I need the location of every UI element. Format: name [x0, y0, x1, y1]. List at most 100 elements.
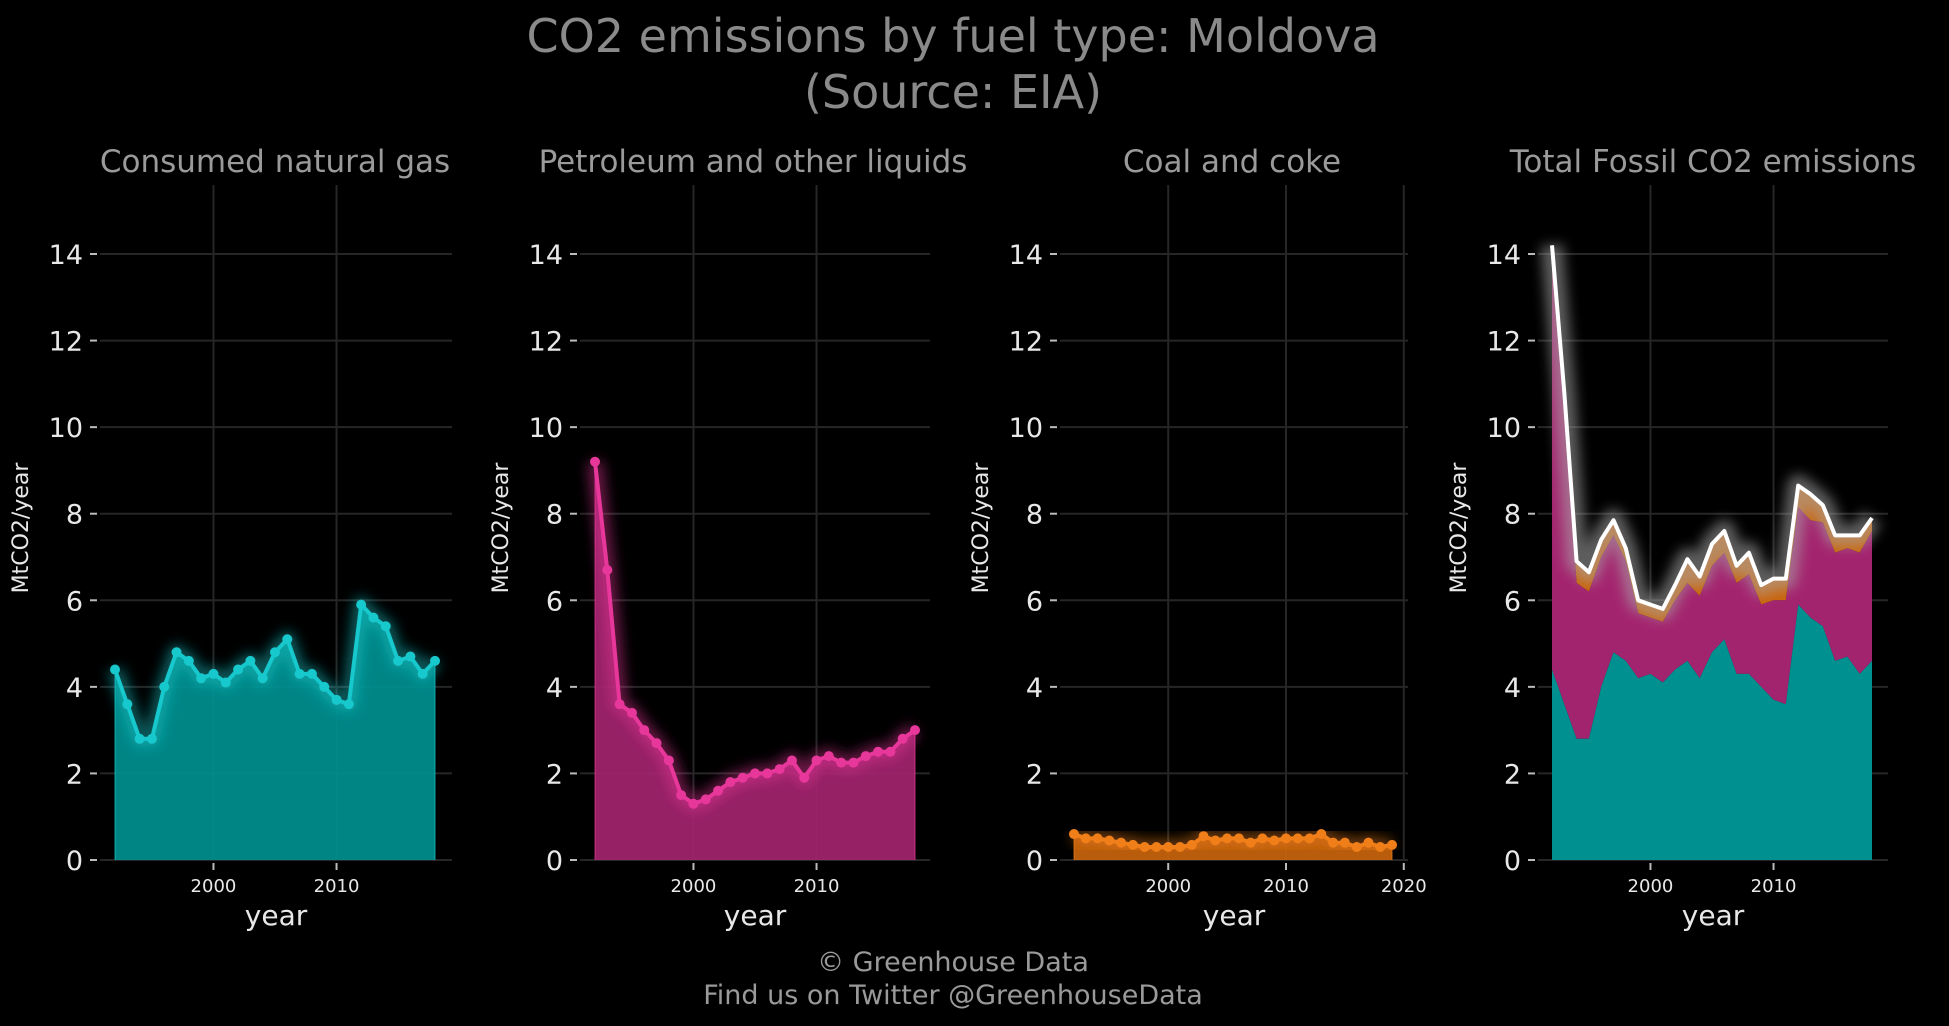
- y-axis-label: MtCO2/year: [1447, 462, 1472, 594]
- data-point: [676, 790, 687, 801]
- y-tick-label: 4: [1504, 673, 1521, 704]
- data-point: [725, 777, 736, 788]
- data-point: [1339, 837, 1350, 848]
- panel-title: Consumed natural gas: [100, 144, 450, 180]
- x-tick-label: 2010: [314, 876, 360, 897]
- y-axis-label: MtCO2/year: [969, 462, 994, 594]
- chart-title: CO2 emissions by fuel type: Moldova: [526, 9, 1379, 63]
- data-point: [331, 694, 342, 705]
- data-point: [1304, 833, 1315, 844]
- data-point: [737, 772, 748, 783]
- data-point: [183, 655, 194, 666]
- credit-line: © Greenhouse Data: [817, 947, 1089, 978]
- data-point: [1387, 839, 1397, 850]
- data-point: [651, 738, 662, 749]
- data-point: [799, 772, 810, 783]
- data-point: [823, 751, 834, 762]
- x-tick-label: 2000: [1628, 876, 1674, 897]
- x-axis-label: year: [1682, 899, 1745, 932]
- area-fill: [595, 461, 915, 860]
- data-point: [848, 757, 859, 768]
- y-tick-label: 4: [546, 673, 563, 704]
- data-point: [1163, 842, 1174, 853]
- data-point: [602, 564, 613, 575]
- y-tick-label: 12: [1009, 327, 1043, 358]
- twitter-credit: Find us on Twitter @GreenhouseData: [703, 980, 1203, 1011]
- data-point: [860, 751, 871, 762]
- data-point: [282, 634, 293, 645]
- y-tick-label: 4: [1026, 673, 1043, 704]
- y-axis-label: MtCO2/year: [489, 462, 514, 594]
- panel-3: 0 2 4 6 8 10 12 14 2000 2010 2020 Coal and coke year…: [969, 144, 1427, 932]
- data-point: [811, 755, 822, 766]
- y-tick-label: 2: [1026, 759, 1043, 790]
- data-point: [1210, 835, 1221, 846]
- data-point: [134, 733, 145, 744]
- x-tick-label: 2000: [1145, 876, 1191, 897]
- data-point: [1269, 835, 1280, 846]
- y-tick-label: 0: [1504, 846, 1521, 877]
- data-point: [1139, 842, 1150, 853]
- y-axis-label: MtCO2/year: [9, 462, 34, 594]
- data-point: [270, 647, 280, 658]
- y-tick-label: 6: [1504, 586, 1521, 617]
- data-point: [245, 655, 256, 666]
- x-axis-label: year: [1203, 899, 1266, 932]
- data-point: [1186, 839, 1197, 850]
- y-tick-label: 14: [529, 240, 563, 271]
- y-tick-label: 0: [546, 846, 563, 877]
- data-point: [1245, 837, 1256, 848]
- x-axis-label: year: [245, 899, 308, 932]
- data-point: [713, 785, 724, 796]
- panel-4: 0 2 4 6 8 10 12 14 2000 2010 Total Fossil CO2 emis…: [1447, 144, 1916, 932]
- x-tick-label: 2010: [1263, 876, 1309, 897]
- data-point: [146, 733, 157, 744]
- data-point: [110, 664, 120, 675]
- panel-title: Total Fossil CO2 emissions: [1509, 144, 1917, 180]
- data-point: [1351, 842, 1362, 853]
- data-point: [1175, 842, 1185, 853]
- y-tick-label: 14: [49, 240, 83, 271]
- y-tick-label: 10: [1487, 413, 1521, 444]
- x-axis-label: year: [724, 899, 787, 932]
- data-point: [614, 699, 625, 710]
- data-point: [762, 768, 773, 779]
- data-point: [1116, 837, 1127, 848]
- y-tick-label: 0: [1026, 846, 1043, 877]
- y-tick-label: 4: [66, 673, 83, 704]
- data-point: [1375, 842, 1386, 853]
- data-point: [430, 655, 440, 666]
- data-point: [122, 699, 133, 710]
- data-point: [306, 668, 317, 679]
- y-tick-label: 2: [66, 759, 83, 790]
- x-tick-label: 2000: [191, 876, 237, 897]
- data-point: [774, 764, 785, 775]
- data-point: [196, 673, 207, 684]
- data-point: [368, 612, 379, 623]
- data-point: [343, 699, 354, 710]
- data-point: [1092, 833, 1103, 844]
- data-point: [885, 746, 896, 757]
- data-point: [356, 599, 367, 610]
- data-point: [590, 456, 600, 467]
- x-tick-label: 2010: [794, 876, 840, 897]
- panel-title: Coal and coke: [1123, 144, 1341, 180]
- x-tick-label: 2000: [671, 876, 717, 897]
- data-point: [1069, 829, 1079, 840]
- data-point: [688, 798, 699, 809]
- data-point: [1328, 837, 1339, 848]
- data-point: [208, 668, 219, 679]
- y-tick-label: 6: [66, 586, 83, 617]
- stack-gas: [1552, 604, 1872, 860]
- y-tick-label: 8: [1026, 500, 1043, 531]
- data-point: [1222, 833, 1233, 844]
- y-tick-label: 10: [49, 413, 83, 444]
- data-point: [417, 668, 428, 679]
- y-tick-label: 14: [1487, 240, 1521, 271]
- data-point: [405, 651, 416, 662]
- data-point: [626, 707, 637, 718]
- total-line: [1550, 245, 1874, 611]
- y-tick-label: 12: [49, 327, 83, 358]
- data-point: [786, 755, 797, 766]
